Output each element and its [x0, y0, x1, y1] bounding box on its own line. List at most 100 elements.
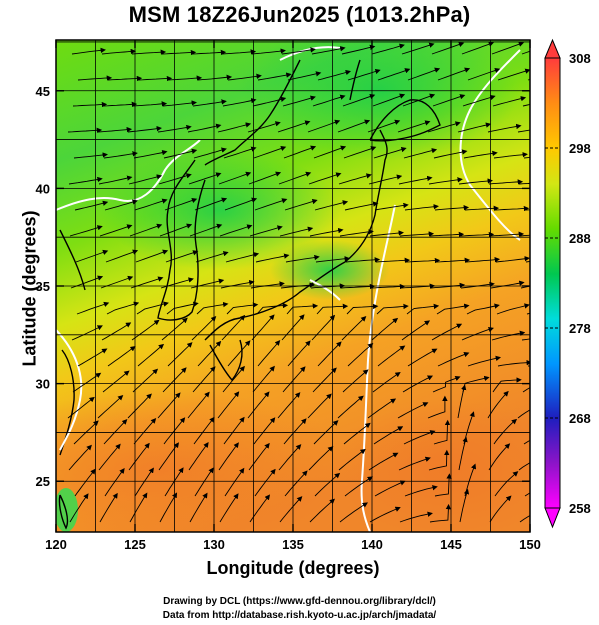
streamline — [309, 498, 336, 523]
streamline — [137, 343, 165, 367]
colorbar: 308 298 288 278 268 258 — [544, 38, 591, 529]
streamline — [192, 366, 216, 393]
streamline — [227, 340, 251, 367]
streamline — [197, 340, 222, 367]
streamline — [308, 172, 342, 185]
streamline — [433, 149, 468, 159]
streamline — [221, 49, 257, 55]
latitude-axis: 25 30 35 40 45 — [36, 84, 530, 489]
streamline — [496, 303, 530, 315]
streamline — [167, 342, 193, 367]
streamline — [281, 47, 316, 55]
streamline — [518, 462, 530, 471]
streamline — [462, 94, 496, 107]
lat-lon-grid — [56, 40, 530, 532]
streamline — [497, 359, 530, 367]
streamline — [314, 472, 341, 497]
streamline — [219, 224, 253, 237]
streamline — [491, 330, 526, 341]
streamline — [371, 43, 405, 55]
streamline — [368, 174, 403, 185]
streamline — [278, 444, 302, 471]
streamline — [399, 511, 433, 523]
streamline — [247, 391, 270, 419]
streamline — [315, 256, 350, 263]
streamline — [223, 146, 257, 159]
streamline — [522, 387, 530, 393]
streamline — [128, 442, 150, 471]
streamline — [161, 49, 197, 56]
streamline — [402, 93, 436, 107]
streamline — [311, 314, 336, 341]
streamline — [97, 126, 133, 133]
streamline — [162, 367, 187, 393]
streamline — [187, 391, 210, 419]
streamline — [99, 224, 133, 237]
streamline — [131, 319, 160, 341]
streamline — [127, 393, 152, 419]
streamline — [249, 225, 283, 237]
streamline — [224, 467, 245, 497]
streamline — [77, 348, 108, 367]
streamline — [255, 253, 290, 263]
streamline — [224, 197, 258, 211]
streamline — [402, 375, 434, 393]
streamline — [467, 355, 502, 367]
streamline — [132, 101, 168, 107]
streamline — [222, 97, 257, 107]
streamline — [282, 95, 316, 107]
streamline — [134, 467, 154, 497]
streamline — [372, 93, 406, 107]
streamline — [102, 101, 138, 108]
streamline — [217, 391, 240, 419]
streamline — [102, 370, 130, 393]
colorbar-max-triangle — [544, 38, 561, 59]
streamline — [105, 249, 139, 263]
streamline — [190, 278, 225, 289]
lat-tick-label: 45 — [36, 84, 50, 99]
streamline — [407, 348, 438, 367]
streamline — [191, 315, 217, 341]
streamline — [135, 249, 169, 263]
streamline — [313, 145, 347, 159]
streamline — [74, 200, 109, 211]
colorbar-min-triangle — [544, 507, 561, 529]
streamline — [71, 47, 106, 55]
streamline — [76, 301, 110, 315]
streamline — [129, 492, 148, 523]
streamline — [497, 68, 530, 81]
streamline — [192, 99, 227, 107]
lon-tick-label: 130 — [203, 537, 225, 552]
streamline — [131, 49, 167, 55]
streamline — [337, 395, 364, 419]
streamline — [458, 436, 468, 471]
streamline — [137, 75, 173, 82]
streamline — [523, 439, 530, 445]
streamline — [132, 368, 159, 393]
streamline — [134, 198, 168, 211]
streamline — [167, 75, 203, 81]
lat-tick-label: 35 — [36, 279, 50, 294]
streamline — [133, 417, 157, 445]
streamline — [487, 123, 522, 133]
streamline — [160, 277, 194, 289]
streamline — [162, 100, 197, 107]
streamline — [492, 377, 522, 393]
streamline — [195, 251, 229, 263]
streamline — [217, 122, 252, 133]
streamline — [489, 495, 512, 523]
streamline — [279, 226, 314, 237]
streamline — [489, 231, 525, 237]
colorbar-tick-label: 258 — [569, 501, 591, 516]
streamline — [189, 223, 223, 237]
streamline — [165, 250, 199, 263]
colorbar-tick-label: 288 — [569, 231, 591, 246]
streamline — [341, 316, 367, 341]
streamline — [344, 201, 379, 211]
streamline — [346, 303, 379, 315]
streamline — [317, 69, 352, 81]
streamline — [286, 303, 319, 315]
streamline — [488, 179, 524, 185]
streamline — [107, 75, 143, 82]
streamline — [283, 145, 317, 159]
